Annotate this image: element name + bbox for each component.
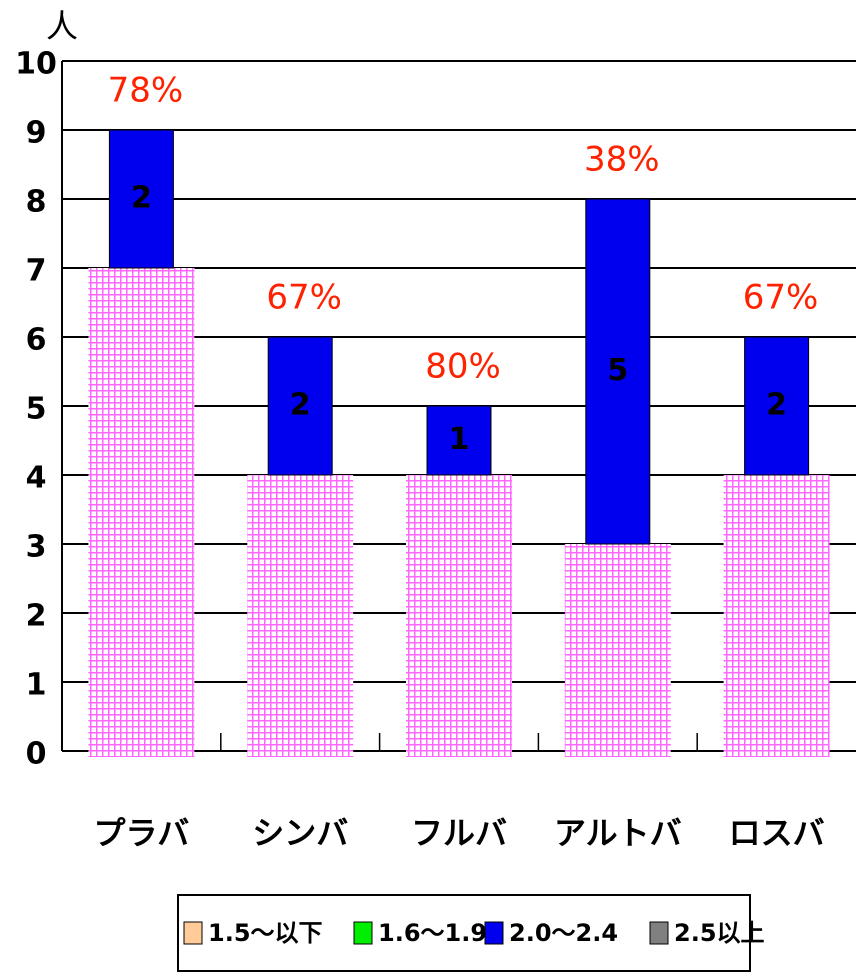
bar-segment xyxy=(88,268,195,757)
legend-swatch xyxy=(183,921,203,945)
bar-segment xyxy=(426,405,492,476)
bar-segment xyxy=(247,475,354,757)
legend-label: 2.0～2.4 xyxy=(509,919,618,947)
legend-swatch xyxy=(649,921,669,945)
x-tick-label: シンバ xyxy=(252,814,348,852)
y-tick-label: 2 xyxy=(26,599,47,634)
value-label: 2 xyxy=(290,388,311,423)
bar-segment xyxy=(108,129,174,269)
legend-swatch xyxy=(484,921,504,945)
x-tick-label: ロスバ xyxy=(729,814,825,852)
value-label: 1 xyxy=(449,422,470,457)
x-tick-label: アルトバ xyxy=(554,814,682,852)
value-label: 5 xyxy=(607,353,628,388)
y-tick-label: 8 xyxy=(26,185,47,220)
value-label: 2 xyxy=(131,181,152,216)
y-tick-label: 0 xyxy=(26,737,47,772)
y-tick-label: 3 xyxy=(26,530,47,565)
annotation: 78% xyxy=(108,71,184,111)
legend-label: 1.6～1.9 xyxy=(378,919,487,947)
bar-segment xyxy=(585,198,651,545)
y-tick-label: 9 xyxy=(26,116,47,151)
value-label: 2 xyxy=(766,388,787,423)
bar-segment xyxy=(564,544,671,757)
annotation: 67% xyxy=(743,278,819,318)
legend-label: 2.5以上 xyxy=(674,919,765,947)
annotation: 80% xyxy=(425,347,501,387)
y-tick-label: 7 xyxy=(26,254,47,289)
legend-swatch xyxy=(353,921,373,945)
x-tick-label: プラバ xyxy=(94,814,190,852)
y-tick-label: 4 xyxy=(26,461,47,496)
bar-segment xyxy=(267,336,333,476)
annotation: 38% xyxy=(584,140,660,180)
x-tick-label: フルバ xyxy=(411,814,507,852)
y-axis-label: 人 xyxy=(46,7,78,45)
bar-segment xyxy=(406,475,512,757)
legend-label: 1.5～以下 xyxy=(208,919,323,947)
y-tick-label: 10 xyxy=(15,47,57,82)
bar-segment xyxy=(723,475,830,757)
y-tick-label: 1 xyxy=(26,668,47,703)
y-tick-label: 6 xyxy=(26,323,47,358)
y-tick-label: 5 xyxy=(26,392,47,427)
bar-segment xyxy=(744,336,810,476)
annotation: 67% xyxy=(266,278,342,318)
